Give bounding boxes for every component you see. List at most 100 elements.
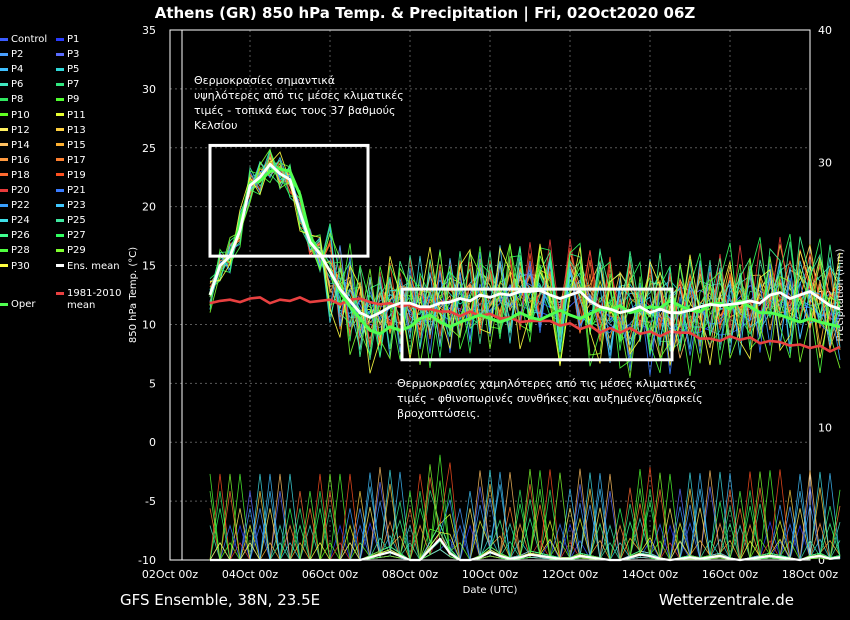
legend-item: P1 [56,34,79,46]
legend-item: P4 [0,64,23,76]
legend-label: P6 [11,79,24,91]
legend-item: 1981-2010 mean [56,288,127,312]
y2-tick-label: 10 [818,422,832,435]
legend-swatch [56,203,64,207]
legend-swatch [0,248,8,252]
legend-item: Oper [0,299,35,311]
legend-label: P4 [11,64,24,76]
y-axis-label: 850 hPa Temp. (°C) [128,247,139,343]
annotation-warm-line: Θερμοκρασίες σημαντικά [194,74,335,87]
legend-label: P15 [67,139,86,151]
legend-swatch [0,233,8,237]
legend-item: P2 [0,49,23,61]
legend-item: P30 [0,261,30,273]
legend-swatch [56,128,64,132]
annotation-cool-line: Θερμοκρασίες χαμηλότερες από τις μέσες κ… [397,377,696,390]
legend-swatch [0,52,8,56]
legend-label: P16 [11,154,30,166]
legend-swatch [0,67,8,71]
x-tick-label: 04Oct 00z [222,568,279,581]
member-precip-28 [209,480,841,561]
legend-item: P21 [56,185,86,197]
legend-label: P3 [67,49,80,61]
footer-source: GFS Ensemble, 38N, 23.5E [120,591,320,609]
legend-swatch [56,37,64,41]
legend-label: P17 [67,154,86,166]
legend-item: P8 [0,94,23,106]
annotation-cool-line: βροχοπτώσεις. [397,407,480,420]
legend-swatch [0,37,8,41]
legend-label: P14 [11,139,30,151]
member-line-29 [209,148,841,378]
legend-swatch [56,248,64,252]
ens-mean-precip-line [210,537,841,562]
legend-swatch [56,264,64,267]
x-tick-label: 12Oct 00z [542,568,599,581]
member-line-30 [209,151,841,374]
annotation-warm-line: Κελσίου [194,119,237,132]
legend-item: P7 [56,79,79,91]
legend-label: P19 [67,169,86,181]
legend-swatch [56,218,64,222]
legend-swatch [0,128,8,132]
legend-swatch [56,143,64,147]
legend-label: P13 [67,124,86,136]
legend-item: P26 [0,230,30,242]
legend-item: P3 [56,49,79,61]
legend-item: P17 [56,155,86,167]
legend-swatch [0,203,8,207]
y-tick-label: 10 [142,318,156,331]
y-tick-label: -10 [138,554,156,567]
legend-item: P29 [56,245,86,257]
legend-swatch [0,302,8,306]
x-axis-label: Date (UTC) [463,585,518,596]
y-tick-label: 35 [142,24,156,37]
legend-item: P24 [0,215,30,227]
legend-swatch [56,97,64,101]
legend-swatch [0,188,8,192]
legend-label: P2 [11,49,24,61]
legend-swatch [56,188,64,192]
legend-swatch [56,52,64,56]
legend-item: P18 [0,170,30,182]
legend-item: P16 [0,155,30,167]
annotation-cool-line: τιμές - φθινοπωρινές συνθήκες και αυξημέ… [397,392,703,405]
legend-label: P24 [11,215,30,227]
legend-label: P30 [11,260,30,272]
x-tick-label: 06Oct 00z [302,568,359,581]
legend-swatch [56,291,64,295]
legend-swatch [0,158,8,162]
legend-label: P21 [67,185,86,196]
legend-label: Ens. mean [67,260,120,272]
clim-mean-line [209,296,841,353]
legend-item: P20 [0,185,30,197]
legend-label: P1 [67,34,80,45]
legend-item: P14 [0,140,30,152]
legend-item: P22 [0,200,30,212]
legend-item: P25 [56,215,86,227]
legend-item: P5 [56,64,79,76]
legend-swatch [0,173,8,177]
legend-label: P29 [67,245,86,257]
legend-item: P13 [56,125,86,137]
legend-item: P12 [0,125,30,137]
y-tick-label: 15 [142,260,156,273]
legend-swatch [56,82,64,86]
legend-swatch [0,97,8,101]
legend-swatch [0,264,8,267]
legend-item: Ens. mean [56,261,120,273]
y-tick-label: 20 [142,201,156,214]
legend-label: P10 [11,109,30,121]
legend-label: P18 [11,169,30,181]
member-line-25 [209,159,841,360]
legend-label: P22 [11,200,30,212]
x-tick-label: 14Oct 00z [622,568,679,581]
y2-tick-label: 0 [818,554,825,567]
y-tick-label: 25 [142,142,156,155]
ens-mean-line [208,162,841,319]
legend-swatch [56,113,64,116]
legend-label: P9 [67,94,80,106]
footer-site: Wetterzentrale.de [659,591,794,609]
legend-item: P6 [0,79,23,91]
